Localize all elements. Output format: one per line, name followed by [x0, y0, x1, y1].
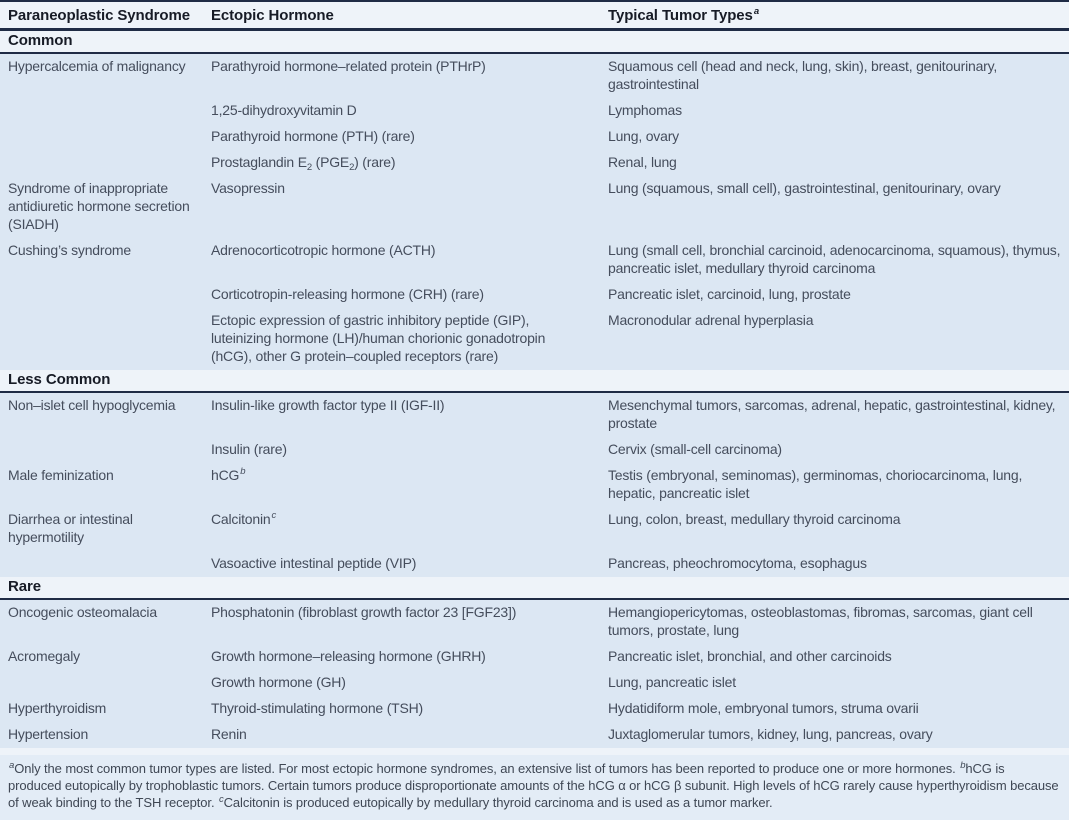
tumor-types-cell: Renal, lung — [608, 154, 677, 170]
syndrome-cell: Hypercalcemia of malignancy — [8, 58, 186, 74]
table-row: Corticotropin-releasing hormone (CRH) (r… — [0, 282, 1069, 308]
hormone-cell: Corticotropin-releasing hormone (CRH) (r… — [211, 286, 484, 302]
table-row: Growth hormone (GH) Lung, pancreatic isl… — [0, 670, 1069, 696]
section-header-rare: Rare — [0, 577, 1069, 600]
syndrome-cell — [0, 311, 203, 365]
syndrome-cell: Hypertension — [8, 726, 89, 742]
syndrome-cell: Diarrhea or intestinal hypermotility — [8, 511, 133, 545]
tumor-types-cell: Juxtaglomerular tumors, kidney, lung, pa… — [608, 726, 933, 742]
table-row: Male feminization hCGb Testis (embryonal… — [0, 463, 1069, 507]
table-body: Common Hypercalcemia of malignancy Parat… — [0, 31, 1069, 748]
hormone-cell: Prostaglandin E2 (PGE2) (rare) — [211, 154, 396, 173]
tumor-types-cell: Pancreas, pheochromocytoma, esophagus — [608, 555, 867, 571]
syndrome-cell — [0, 440, 203, 458]
column-header-typical-tumor-types: Typical Tumor Typesa — [608, 6, 759, 24]
syndrome-cell — [0, 673, 203, 691]
tumor-types-cell: Pancreatic islet, bronchial, and other c… — [608, 648, 892, 664]
tumor-types-cell: Hemangiopericytomas, osteoblastomas, fib… — [608, 604, 1033, 638]
tumor-types-cell: Lung, pancreatic islet — [608, 674, 736, 690]
section-rows: Hypercalcemia of malignancy Parathyroid … — [0, 54, 1069, 370]
hormone-cell: Vasoactive intestinal peptide (VIP) — [211, 555, 417, 571]
table-row: Oncogenic osteomalacia Phosphatonin (fib… — [0, 600, 1069, 644]
table-row: Hypercalcemia of malignancy Parathyroid … — [0, 54, 1069, 98]
syndrome-cell: Syndrome of inappropriate antidiuretic h… — [8, 180, 190, 232]
section-header-less-common: Less Common — [0, 370, 1069, 393]
hormone-cell: Calcitoninc — [211, 510, 277, 527]
section-header-common: Common — [0, 31, 1069, 54]
hormone-cell: Renin — [211, 726, 247, 742]
tumor-types-cell: Cervix (small-cell carcinoma) — [608, 441, 782, 457]
tumor-types-cell: Pancreatic islet, carcinoid, lung, prost… — [608, 286, 851, 302]
table-section: Rare Oncogenic osteomalacia Phosphatonin… — [0, 577, 1069, 748]
table-row: Hyperthyroidism Thyroid-stimulating horm… — [0, 696, 1069, 722]
section-rows: Oncogenic osteomalacia Phosphatonin (fib… — [0, 600, 1069, 748]
hormone-cell: 1,25-dihydroxyvitamin D — [211, 102, 357, 118]
tumor-types-cell: Lymphomas — [608, 102, 682, 118]
tumor-types-cell: Lung, colon, breast, medullary thyroid c… — [608, 511, 901, 527]
syndrome-cell: Acromegaly — [8, 648, 80, 664]
tumor-types-cell: Lung (small cell, bronchial carcinoid, a… — [608, 242, 1061, 276]
syndrome-cell — [0, 285, 203, 303]
hormone-cell: Parathyroid hormone (PTH) (rare) — [211, 128, 415, 144]
tumor-types-cell: Lung, ovary — [608, 128, 679, 144]
syndrome-cell: Oncogenic osteomalacia — [8, 604, 157, 620]
tumor-types-cell: Macronodular adrenal hyperplasia — [608, 312, 814, 328]
hormone-cell: Thyroid-stimulating hormone (TSH) — [211, 700, 424, 716]
syndrome-cell: Non–islet cell hypoglycemia — [8, 397, 176, 413]
table-row: Acromegaly Growth hormone–releasing horm… — [0, 644, 1069, 670]
hormone-cell: Insulin-like growth factor type II (IGF-… — [211, 397, 445, 413]
hormone-cell: Vasopressin — [211, 180, 285, 196]
syndrome-cell: Hyperthyroidism — [8, 700, 107, 716]
tumor-types-cell: Hydatidiform mole, embryonal tumors, str… — [608, 700, 919, 716]
hormone-cell: Parathyroid hormone–related protein (PTH… — [211, 58, 486, 74]
syndrome-cell — [0, 153, 203, 171]
hormone-cell: Insulin (rare) — [211, 441, 287, 457]
syndrome-cell: Cushing’s syndrome — [8, 242, 131, 258]
hormone-cell: Ectopic expression of gastric inhibitory… — [211, 312, 546, 364]
table-row: Vasoactive intestinal peptide (VIP) Panc… — [0, 551, 1069, 577]
syndrome-cell — [0, 127, 203, 145]
table-row: Non–islet cell hypoglycemia Insulin-like… — [0, 393, 1069, 437]
table-header-row: Paraneoplastic Syndrome Ectopic Hormone … — [0, 2, 1069, 31]
table-row: Prostaglandin E2 (PGE2) (rare) Renal, lu… — [0, 150, 1069, 176]
tumor-types-cell: Squamous cell (head and neck, lung, skin… — [608, 58, 998, 92]
table-row: Parathyroid hormone (PTH) (rare) Lung, o… — [0, 124, 1069, 150]
table-row: Ectopic expression of gastric inhibitory… — [0, 308, 1069, 370]
hormone-cell: Phosphatonin (fibroblast growth factor 2… — [211, 604, 517, 620]
hormone-cell: Growth hormone–releasing hormone (GHRH) — [211, 648, 486, 664]
column-header-paraneoplastic-syndrome: Paraneoplastic Syndrome — [8, 7, 190, 24]
table-row: Hypertension Renin Juxtaglomerular tumor… — [0, 722, 1069, 748]
table-row: 1,25-dihydroxyvitamin D Lymphomas — [0, 98, 1069, 124]
syndrome-cell — [0, 101, 203, 119]
table-row: Cushing’s syndrome Adrenocorticotropic h… — [0, 238, 1069, 282]
syndrome-cell — [0, 554, 203, 572]
column-header-ectopic-hormone: Ectopic Hormone — [211, 7, 334, 24]
table-section: Less Common Non–islet cell hypoglycemia … — [0, 370, 1069, 577]
tumor-types-cell: Testis (embryonal, seminomas), germinoma… — [608, 467, 1023, 501]
footnotes: aOnly the most common tumor types are li… — [0, 748, 1069, 820]
section-rows: Non–islet cell hypoglycemia Insulin-like… — [0, 393, 1069, 577]
table-row: Diarrhea or intestinal hypermotility Cal… — [0, 507, 1069, 551]
hormone-cell: Adrenocorticotropic hormone (ACTH) — [211, 242, 436, 258]
table-section: Common Hypercalcemia of malignancy Parat… — [0, 31, 1069, 370]
tumor-types-cell: Lung (squamous, small cell), gastrointes… — [608, 180, 1001, 196]
hormone-cell: Growth hormone (GH) — [211, 674, 346, 690]
table-row: Syndrome of inappropriate antidiuretic h… — [0, 176, 1069, 238]
syndrome-cell: Male feminization — [8, 467, 114, 483]
table-row: Insulin (rare) Cervix (small-cell carcin… — [0, 437, 1069, 463]
tumor-types-cell: Mesenchymal tumors, sarcomas, adrenal, h… — [608, 397, 1056, 431]
hormone-cell: hCGb — [211, 466, 246, 483]
